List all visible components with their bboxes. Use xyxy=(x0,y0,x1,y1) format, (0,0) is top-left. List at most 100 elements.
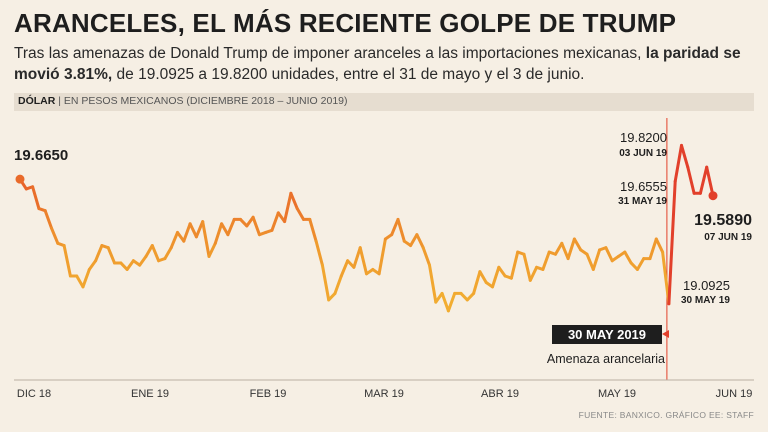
line-segment xyxy=(554,241,564,256)
start-point xyxy=(15,174,25,184)
line-segment xyxy=(150,244,161,263)
line-segment xyxy=(352,246,362,269)
line-segment xyxy=(698,165,709,195)
line-segment xyxy=(207,241,217,258)
subtitle-text-pre: Tras las amenazas de Donald Trump de imp… xyxy=(14,45,646,62)
line-segment xyxy=(333,274,343,295)
line-segment xyxy=(339,259,350,278)
line-segment xyxy=(465,291,476,302)
peak-date-label: 03 JUN 19 xyxy=(619,148,667,159)
line-segment xyxy=(390,217,400,237)
peak-value-label: 19.8200 xyxy=(620,130,667,145)
event-tag-box xyxy=(552,325,662,344)
line-segment xyxy=(654,237,665,254)
line-segment xyxy=(308,217,318,243)
line-segment xyxy=(560,241,570,261)
line-segment xyxy=(43,209,53,230)
line-segment xyxy=(604,246,614,263)
line-segment xyxy=(144,244,154,258)
line-segment xyxy=(320,263,331,302)
line-segment xyxy=(440,291,450,313)
line-segment xyxy=(75,274,85,289)
may30-date-label: 30 MAY 19 xyxy=(681,295,730,306)
line-segment xyxy=(421,246,431,267)
page-title: ARANCELES, EL MÁS RECIENTE GOLPE DE TRUM… xyxy=(14,8,677,38)
line-segment xyxy=(459,291,469,302)
line-segment xyxy=(213,222,224,245)
line-segment xyxy=(226,217,236,237)
line-segment xyxy=(623,250,633,265)
line-segment xyxy=(705,165,715,198)
line-segment xyxy=(566,237,576,261)
source-note: FUENTE: BANXICO. GRÁFICO EE: STAFF xyxy=(578,410,754,420)
line-segment xyxy=(667,179,677,306)
section-label: DÓLAR | EN PESOS MEXICANOS (DICIEMBRE 20… xyxy=(18,95,348,107)
subtitle-text-bold: la paridad se movió 3.81%, xyxy=(14,45,741,83)
x-tick-label: MAY 19 xyxy=(598,388,636,400)
section-label-bold: DÓLAR xyxy=(18,95,56,107)
line-segment xyxy=(528,265,539,282)
end-value-label: 19.5890 xyxy=(694,212,752,229)
may30-value-label: 19.0925 xyxy=(683,278,730,293)
line-segment xyxy=(509,250,520,280)
line-segment xyxy=(680,143,690,169)
line-segment xyxy=(396,217,406,243)
chart-subtitle: Tras las amenazas de Donald Trump de imp… xyxy=(14,43,754,85)
line-segment xyxy=(673,143,683,183)
line-segment xyxy=(188,222,198,239)
line-segment xyxy=(648,237,658,261)
may31-value-label: 19.6555 xyxy=(620,179,667,194)
line-segment xyxy=(220,222,230,237)
line-segment xyxy=(289,191,299,211)
line-segment xyxy=(182,222,192,243)
line-segment xyxy=(585,252,595,271)
line-segment xyxy=(94,244,104,263)
may31-date-label: 31 MAY 19 xyxy=(618,196,667,207)
line-segment xyxy=(491,265,501,289)
line-segment xyxy=(327,291,337,302)
line-segment xyxy=(81,267,91,289)
line-segment xyxy=(283,191,293,224)
line-segment xyxy=(125,259,135,271)
line-segment xyxy=(377,237,387,276)
section-label-rest: | EN PESOS MEXICANOS (DICIEMBRE 2018 – J… xyxy=(55,95,348,107)
x-tick-label: JUN 19 xyxy=(716,388,753,400)
line-segment xyxy=(358,246,368,276)
start-value-label: 19.6650 xyxy=(14,147,68,164)
event-date-label: 30 MAY 2019 xyxy=(568,327,646,342)
line-segment xyxy=(50,226,60,245)
x-tick-label: FEB 19 xyxy=(250,388,287,400)
line-segment xyxy=(314,239,324,267)
line-segment xyxy=(251,215,261,237)
line-segment xyxy=(31,185,41,211)
line-segment xyxy=(686,165,696,195)
x-tick-label: MAR 19 xyxy=(364,388,404,400)
end-date-label: 07 JUN 19 xyxy=(704,232,752,243)
line-segment xyxy=(415,233,425,250)
line-segment xyxy=(478,270,488,285)
line-segment xyxy=(201,220,211,258)
x-tick-label: ABR 19 xyxy=(481,388,519,400)
line-segment xyxy=(138,254,148,267)
line-segment xyxy=(572,237,583,252)
line-segment xyxy=(409,233,419,248)
line-segment xyxy=(497,265,507,278)
line-segment xyxy=(472,270,482,295)
line-segment xyxy=(635,257,646,271)
end-point xyxy=(708,191,718,201)
x-tick-label: DIC 18 xyxy=(17,388,51,400)
section-bar: DÓLAR | EN PESOS MEXICANOS (DICIEMBRE 20… xyxy=(14,93,754,111)
event-label: Amenaza arancelaria xyxy=(547,352,665,366)
event-arrow-icon xyxy=(662,330,669,338)
line-segment xyxy=(169,230,179,250)
line-segment xyxy=(446,291,457,313)
line-segment xyxy=(270,211,280,232)
line-segment xyxy=(541,250,551,271)
line-segment xyxy=(428,263,438,304)
subtitle-text-post: de 19.0925 a 19.8200 unidades, entre el … xyxy=(112,66,585,83)
line-segment xyxy=(591,248,602,271)
line-segment xyxy=(106,246,116,265)
line-segment xyxy=(295,207,305,221)
line-segment xyxy=(87,259,98,271)
